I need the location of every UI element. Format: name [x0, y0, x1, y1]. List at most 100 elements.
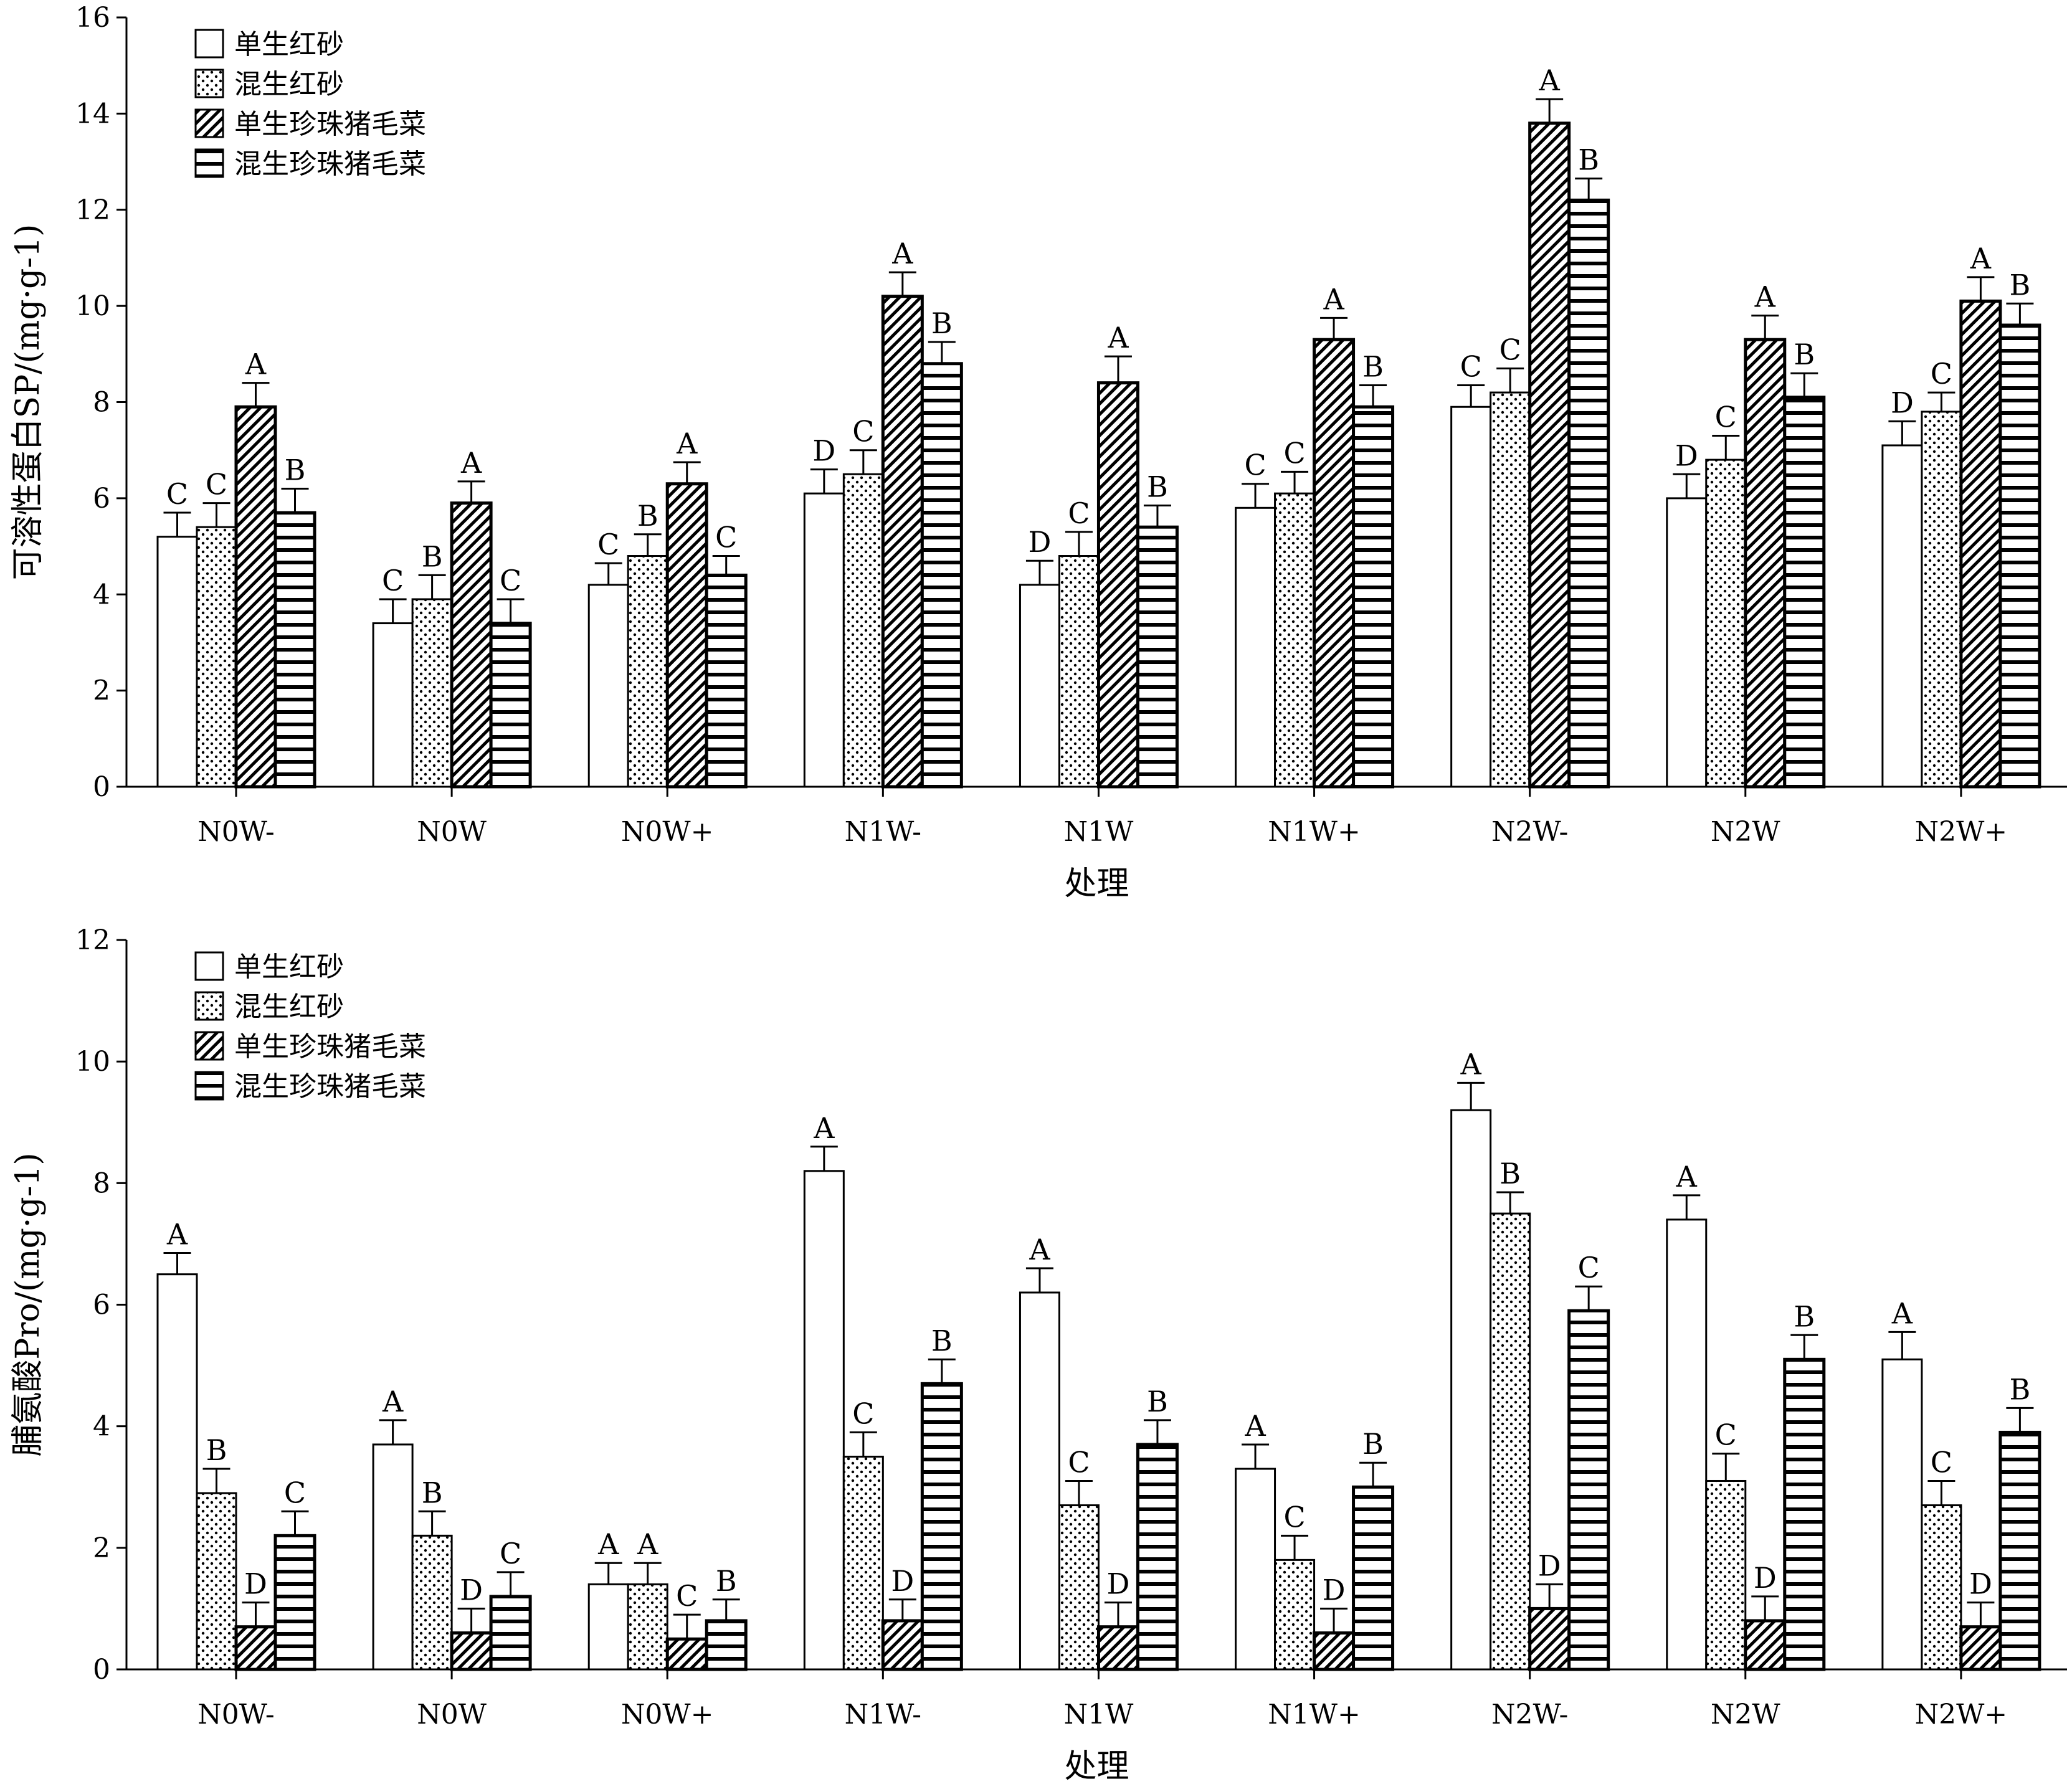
x-tick-label: N1W- — [845, 816, 921, 848]
y-tick-label: 4 — [93, 1411, 110, 1443]
y-tick-label: 0 — [93, 1654, 110, 1686]
x-tick-label: N0W+ — [621, 1699, 714, 1730]
significance-letter: B — [931, 306, 953, 340]
bar — [234, 1625, 277, 1671]
bar — [1235, 1468, 1276, 1671]
significance-letter: C — [1283, 436, 1305, 470]
y-axis-label: 脯氨酸Pro/(mg·g-1) — [9, 1152, 47, 1456]
bar — [1567, 198, 1610, 789]
bar — [156, 536, 198, 788]
bar — [1881, 1358, 1923, 1671]
significance-letter: C — [1460, 349, 1482, 383]
y-axis-label: 可溶性蛋白SP/(mg·g-1) — [9, 224, 47, 581]
bar — [1666, 1218, 1708, 1671]
y-tick-label: 8 — [93, 1167, 110, 1199]
significance-letter: C — [852, 415, 874, 448]
x-axis-label: 处理 — [1064, 865, 1129, 903]
bar — [705, 1619, 748, 1671]
bar — [1881, 444, 1923, 788]
bar — [411, 1534, 453, 1671]
significance-letter: D — [1323, 1573, 1346, 1606]
significance-letter: C — [597, 528, 619, 561]
y-tick-label: 10 — [75, 1046, 110, 1078]
significance-letter: B — [285, 453, 306, 486]
legend-swatch — [194, 69, 224, 98]
y-tick-label: 4 — [93, 579, 110, 610]
x-tick-label: N2W — [1711, 816, 1780, 848]
significance-letter: B — [1362, 349, 1384, 383]
bar — [1352, 1485, 1395, 1671]
y-tick-label: 8 — [93, 387, 110, 419]
significance-letter: B — [1147, 1385, 1168, 1418]
bar — [1744, 338, 1787, 789]
significance-letter: B — [716, 1564, 737, 1598]
bar — [1921, 410, 1962, 788]
bar — [1274, 492, 1316, 788]
y-tick-label: 6 — [93, 483, 110, 515]
significance-letter: C — [206, 468, 227, 501]
significance-letter: D — [1754, 1561, 1777, 1595]
significance-letter: A — [676, 427, 698, 460]
x-tick-label: N0W- — [197, 1699, 274, 1730]
significance-letter: C — [382, 564, 404, 597]
significance-letter: B — [1794, 338, 1815, 371]
significance-letter: C — [715, 521, 737, 554]
bar — [1019, 584, 1060, 788]
legend-label: 单生珍珠猪毛菜 — [234, 1031, 426, 1063]
bar — [665, 1637, 708, 1671]
bar — [1959, 299, 2002, 789]
bar — [803, 492, 845, 788]
x-tick-label: N0W- — [197, 816, 274, 848]
bar — [627, 1583, 668, 1671]
bar — [587, 584, 629, 788]
bar — [1136, 525, 1179, 789]
legend-swatch — [194, 29, 224, 59]
bar — [1352, 405, 1395, 789]
significance-letter: A — [1970, 242, 1992, 275]
significance-letter: D — [1969, 1567, 1992, 1601]
bar — [1096, 381, 1139, 789]
bar — [920, 1382, 963, 1671]
bar — [489, 622, 532, 789]
y-tick-label: 16 — [75, 2, 110, 34]
bar — [273, 511, 316, 789]
bar — [705, 573, 748, 789]
significance-letter: C — [166, 477, 188, 511]
y-tick-label: 10 — [75, 290, 110, 322]
x-tick-label: N2W — [1711, 1699, 1780, 1730]
bar — [1567, 1309, 1610, 1671]
legend-swatch — [194, 951, 224, 981]
significance-letter: D — [460, 1573, 483, 1606]
bar — [489, 1595, 532, 1671]
x-tick-label: N2W+ — [1915, 1699, 2008, 1730]
bar — [1274, 1559, 1316, 1671]
bar — [372, 622, 414, 788]
bar — [587, 1583, 629, 1671]
legend-swatch — [194, 991, 224, 1021]
legend-swatch — [194, 148, 224, 178]
significance-letter: C — [1715, 1418, 1737, 1452]
significance-letter: C — [1244, 448, 1266, 482]
significance-letter: A — [637, 1527, 658, 1561]
significance-letter: B — [931, 1324, 953, 1357]
significance-letter: B — [422, 1476, 443, 1509]
bar — [156, 1273, 198, 1671]
bar — [1490, 1212, 1531, 1671]
bar — [842, 473, 884, 788]
x-tick-label: N0W+ — [621, 816, 714, 848]
y-tick-label: 14 — [75, 98, 110, 130]
significance-letter: B — [1499, 1157, 1521, 1190]
legend-label: 混生红砂 — [234, 69, 344, 100]
significance-letter: A — [891, 237, 913, 270]
bar — [273, 1534, 316, 1671]
bar — [1019, 1291, 1060, 1671]
significance-letter: B — [206, 1433, 227, 1467]
x-tick-label: N0W — [417, 816, 487, 848]
significance-letter: C — [284, 1476, 306, 1509]
significance-letter: D — [1891, 386, 1914, 419]
significance-letter: D — [812, 434, 835, 468]
significance-letter: D — [1106, 1567, 1129, 1601]
significance-letter: A — [245, 348, 267, 381]
bar — [1998, 1430, 2041, 1671]
